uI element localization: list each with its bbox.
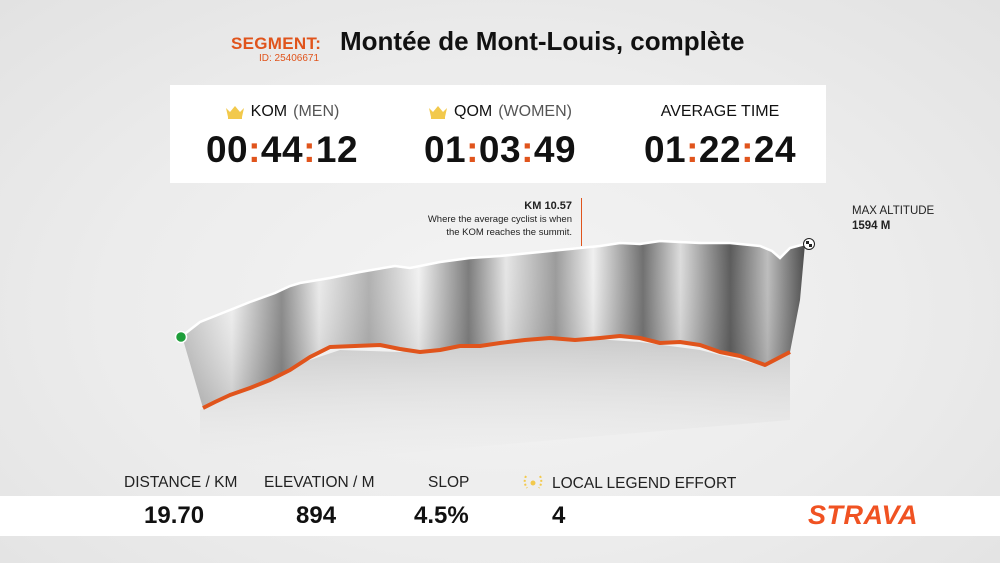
kom-stat: KOM (MEN) 00:44:12 [172, 85, 392, 171]
elevation-label: ELEVATION / M [264, 474, 375, 491]
local-legend-label: LOCAL LEGEND EFFORT [552, 475, 737, 492]
max-altitude: MAX ALTITUDE 1594 M [852, 204, 934, 234]
kom-time: 00:44:12 [205, 129, 359, 170]
distance-label: DISTANCE / KM [124, 474, 238, 491]
segment-label: SEGMENT: [231, 34, 322, 53]
local-legend-label-wrap: LOCAL LEGEND EFFORT [522, 474, 736, 493]
segment-title: Montée de Mont-Louis, complète [340, 26, 745, 56]
average-time-label: AVERAGE TIME [660, 103, 780, 120]
profile-base-line [202, 334, 791, 410]
crown-icon [225, 106, 244, 119]
metric-labels: DISTANCE / KM ELEVATION / M SLOP LOCAL L… [0, 474, 1000, 496]
km-annotation: KM 10.57 Where the average cyclist is wh… [380, 200, 572, 239]
kom-sublabel: (MEN) [293, 103, 340, 120]
slope-value: 4.5% [414, 502, 469, 529]
distance-value: 19.70 [144, 502, 205, 529]
start-marker [174, 330, 188, 344]
annotation-line1: Where the average cyclist is when [427, 214, 572, 225]
annotation-line2: the KOM reaches the summit. [446, 227, 572, 238]
metrics-bar: 19.70 894 4.5% 4 STRAVA [0, 496, 1000, 536]
crown-icon [429, 106, 447, 119]
laurel-icon [523, 475, 543, 489]
average-time-stat: AVERAGE TIME 01:22:24 [610, 85, 830, 171]
segment-header: SEGMENT: ID: 25406671 Montée de Mont-Lou… [0, 22, 1000, 72]
local-legend-value: 4 [552, 502, 566, 529]
profile-reflection [200, 338, 790, 470]
max-altitude-value: 1594 M [852, 220, 891, 232]
stats-card: KOM (MEN) 00:44:12 QOM (WOMEN) 01:03:49 … [170, 85, 826, 183]
slope-label: SLOP [428, 474, 470, 491]
elevation-value: 894 [296, 502, 337, 529]
qom-time: 01:03:49 [423, 129, 577, 170]
qom-stat: QOM (WOMEN) 01:03:49 [390, 85, 610, 171]
kom-label: KOM [250, 103, 288, 120]
annotation-line [581, 198, 582, 246]
segment-id: ID: 25406671 [259, 53, 320, 64]
annotation-km: KM 10.57 [524, 200, 572, 212]
strava-logo: STRAVA [808, 500, 918, 530]
max-altitude-label: MAX ALTITUDE [852, 205, 935, 217]
finish-flag-icon [803, 238, 815, 250]
profile-top-edge [181, 239, 806, 337]
qom-label: QOM [454, 103, 493, 120]
average-time: 01:22:24 [643, 129, 797, 170]
qom-sublabel: (WOMEN) [498, 103, 572, 120]
